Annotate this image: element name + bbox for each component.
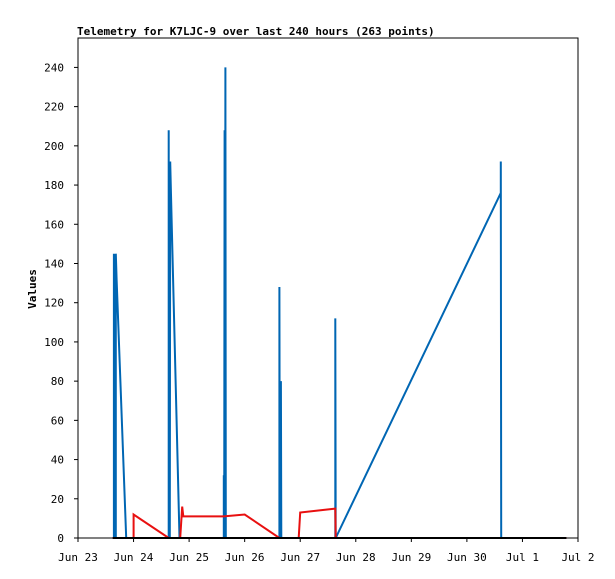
x-tick-label: Jun 23 <box>58 551 98 564</box>
chart-title: Telemetry for K7LJC-9 over last 240 hour… <box>77 25 435 38</box>
y-axis-label: Values <box>26 269 39 309</box>
x-tick-label: Jul 1 <box>506 551 539 564</box>
x-tick-label: Jun 29 <box>391 551 431 564</box>
series-line-2 <box>112 506 567 539</box>
series-layer <box>112 67 567 539</box>
y-axis: 0 20 40 60 80 100 120 140 160 180 200 220 240 <box>44 61 78 545</box>
y-tick-label: 100 <box>44 336 64 349</box>
x-tick-label: Jun 26 <box>225 551 265 564</box>
y-tick-label: 240 <box>44 61 64 74</box>
series-line-1 <box>112 67 567 539</box>
x-tick-label: Jun 25 <box>169 551 209 564</box>
x-tick-label: Jun 28 <box>336 551 376 564</box>
y-tick-label: 180 <box>44 179 64 192</box>
y-tick-label: 0 <box>57 532 64 545</box>
y-tick-label: 140 <box>44 257 64 270</box>
y-tick-label: 20 <box>51 493 64 506</box>
y-tick-label: 220 <box>44 101 64 114</box>
y-tick-label: 120 <box>44 297 64 310</box>
plot-frame <box>77 37 579 539</box>
y-tick-label: 40 <box>51 454 64 467</box>
y-tick-label: 60 <box>51 414 64 427</box>
x-axis: Jun 23 Jun 24 Jun 25 Jun 26 Jun 27 Jun 28 Jun … <box>58 538 595 564</box>
x-tick-label: Jun 24 <box>114 551 154 564</box>
x-tick-label: Jul 2 <box>561 551 594 564</box>
y-tick-label: 80 <box>51 375 64 388</box>
y-tick-label: 160 <box>44 218 64 231</box>
x-tick-label: Jun 30 <box>447 551 487 564</box>
y-tick-label: 200 <box>44 140 64 153</box>
x-tick-label: Jun 27 <box>280 551 320 564</box>
